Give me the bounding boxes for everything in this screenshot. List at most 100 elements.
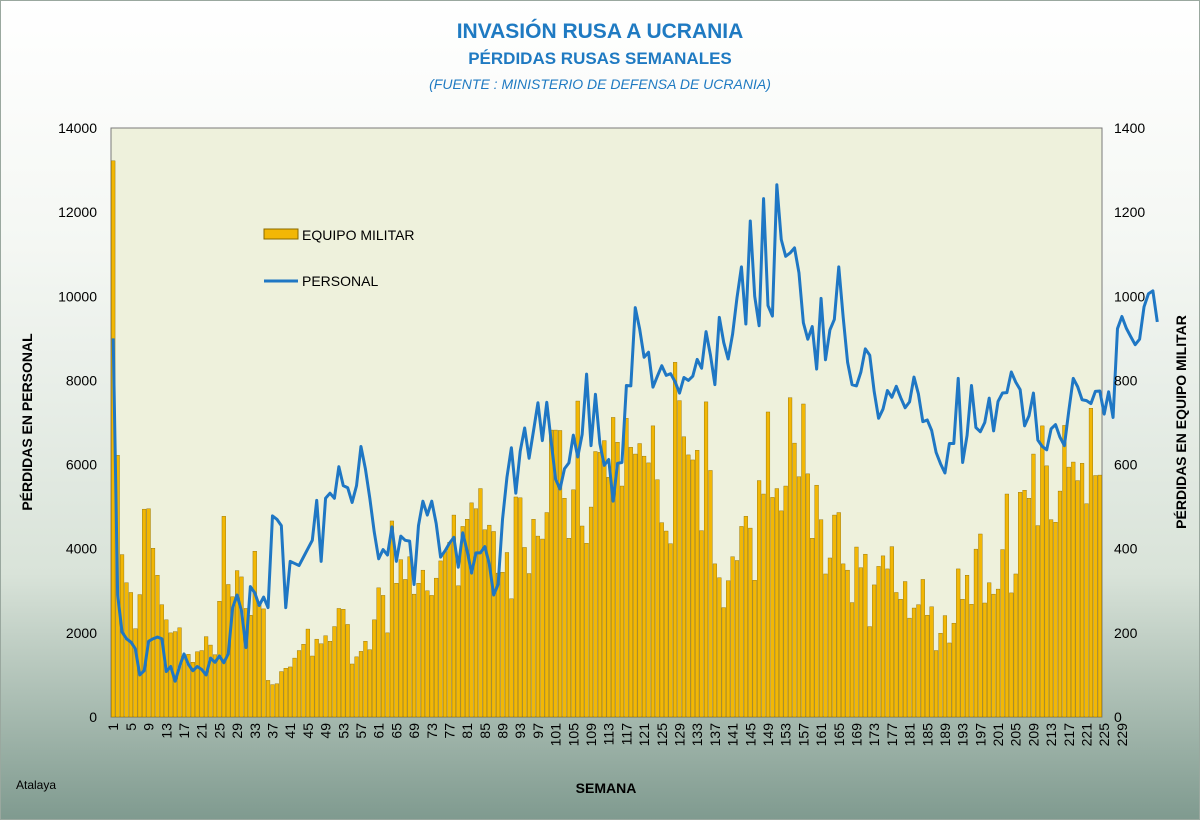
bar: [553, 429, 558, 718]
bar: [925, 614, 930, 718]
bar: [987, 582, 992, 718]
bar: [743, 516, 748, 718]
x-tick-label: 73: [424, 723, 440, 739]
x-tick-label: 169: [848, 723, 864, 747]
x-tick-label: 5: [123, 723, 139, 731]
bar: [1035, 525, 1040, 718]
bar: [699, 530, 704, 718]
x-tick-label: 113: [601, 723, 617, 746]
bar: [146, 508, 151, 718]
y-right-tick-label: 800: [1114, 372, 1138, 388]
x-tick-label: 165: [831, 723, 847, 747]
bar: [849, 602, 855, 718]
bar: [230, 596, 235, 718]
bar: [354, 656, 359, 718]
chart-title: INVASIÓN RUSA A UCRANIA: [457, 19, 744, 43]
bar-series-equipo-militar: [111, 160, 1102, 718]
x-tick-label: 141: [725, 723, 741, 747]
bar: [1097, 474, 1102, 718]
bar: [292, 657, 297, 718]
y-left-tick-label: 2000: [66, 625, 97, 641]
x-tick-label: 65: [388, 723, 404, 739]
bar: [332, 626, 337, 718]
bar: [969, 604, 974, 718]
y-axis-right-label: PÉRDIDAS EN EQUIPO MILITAR: [1173, 315, 1189, 529]
x-tick-label: 157: [795, 723, 811, 747]
bar: [628, 447, 633, 718]
y-left-tick-label: 6000: [66, 457, 97, 473]
bar: [880, 555, 886, 718]
x-tick-label: 129: [672, 723, 688, 747]
bar: [434, 577, 439, 718]
bar: [642, 455, 647, 718]
y-left-tick-label: 12000: [58, 204, 97, 220]
bar: [487, 524, 492, 718]
x-axis-ticks: 1 5 9 13 17 21 25 29 33 37 41 45 49 53 57 61 65 69 73 77 81 8…: [105, 723, 1130, 747]
x-tick-label: 45: [300, 723, 316, 739]
bar: [208, 644, 213, 718]
bar: [274, 683, 279, 718]
bar: [381, 595, 386, 718]
bar: [646, 462, 651, 718]
bar: [544, 512, 549, 718]
bar: [363, 641, 368, 718]
bar: [1075, 480, 1080, 718]
x-tick-label: 33: [247, 723, 263, 739]
bar: [323, 635, 328, 718]
x-tick-label: 89: [495, 723, 511, 739]
x-tick-label: 1: [105, 723, 121, 731]
x-tick-label: 201: [990, 723, 1006, 747]
bar: [947, 642, 952, 718]
x-tick-label: 221: [1079, 723, 1095, 747]
bar: [350, 663, 355, 718]
bar: [1057, 490, 1063, 718]
bar: [863, 553, 868, 718]
y-axis-right-ticks: 0 200 400 600 800 1000 1200 1400: [1114, 120, 1145, 725]
bar: [832, 514, 837, 718]
bar: [606, 476, 611, 718]
y-left-tick-label: 10000: [58, 288, 97, 304]
bar: [438, 560, 443, 718]
x-tick-label: 81: [459, 723, 475, 739]
x-tick-label: 105: [565, 723, 581, 747]
bar: [1044, 465, 1049, 718]
bar: [774, 488, 779, 718]
bar: [889, 546, 894, 718]
x-tick-label: 181: [902, 723, 918, 747]
bar: [650, 425, 656, 718]
bar: [288, 666, 293, 718]
bar: [885, 568, 890, 718]
bar: [416, 583, 421, 718]
bar: [1013, 573, 1018, 718]
bar: [611, 417, 616, 718]
y-left-tick-label: 8000: [66, 372, 97, 388]
bar: [593, 451, 598, 718]
x-tick-label: 205: [1008, 723, 1024, 747]
x-tick-label: 173: [866, 723, 882, 747]
bar: [633, 453, 638, 718]
bar: [695, 450, 700, 718]
bar: [159, 604, 164, 718]
bar: [916, 604, 921, 718]
bar: [597, 452, 602, 718]
bar: [761, 493, 766, 718]
bar: [1080, 463, 1085, 718]
bar: [703, 401, 709, 718]
y-right-tick-label: 1200: [1114, 204, 1145, 220]
bar: [730, 556, 735, 718]
y-right-tick-label: 200: [1114, 625, 1138, 641]
bar: [1031, 453, 1036, 718]
bar: [588, 506, 594, 718]
y-right-tick-label: 400: [1114, 541, 1138, 557]
bar: [827, 557, 832, 718]
bar: [540, 538, 545, 718]
bar: [385, 632, 390, 718]
x-tick-label: 149: [760, 723, 776, 747]
bar: [677, 400, 682, 718]
bar: [531, 519, 536, 718]
y-left-tick-label: 4000: [66, 541, 97, 557]
bar: [270, 684, 275, 718]
x-tick-label: 41: [282, 723, 298, 739]
bar: [403, 579, 408, 718]
bar: [283, 668, 288, 718]
